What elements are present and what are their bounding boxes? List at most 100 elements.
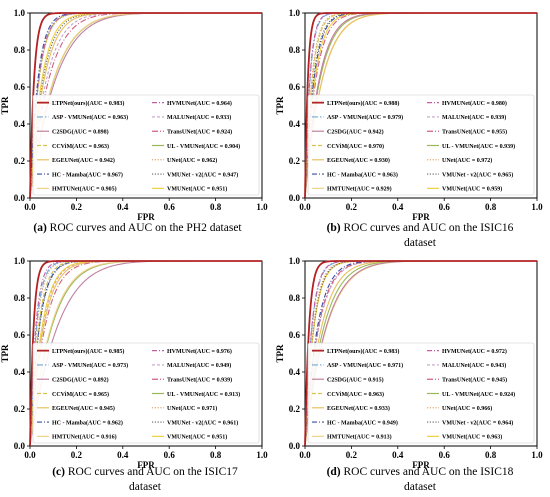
roc-curve-hcmamba: [29, 12, 262, 199]
legend-entry: HMTUNet(AUC = 0.929): [327, 186, 392, 193]
x-tick-label: 1.0: [256, 202, 268, 212]
roc-curve-ltpnet: [304, 260, 537, 447]
roc-curve-ltpnet: [29, 12, 262, 199]
y-tick-label: 0.4: [289, 367, 301, 377]
legend-entry: TransUNet(AUC = 0.924): [167, 129, 232, 136]
caption-c: (c) ROC curves and AUC on the ISIC17 dat…: [15, 465, 275, 495]
legend-entry: UL - VMUNet(AUC = 0.913): [167, 391, 240, 398]
caption-letter: (b): [326, 222, 341, 234]
legend-entry: MALUNet(AUC = 0.939): [442, 114, 506, 121]
legend-entry: ASP - VMUNet(AUC = 0.979): [327, 114, 403, 121]
x-tick-label: 0.6: [164, 450, 176, 460]
y-tick-label: 0.2: [289, 156, 301, 166]
legend-entry: TransUNet(AUC = 0.955): [442, 129, 507, 136]
legend-entry: EGEUNet(AUC = 0.933): [327, 405, 390, 412]
legend-entry: EGEUNet(AUC = 0.942): [52, 157, 115, 164]
y-tick-label: 0.6: [14, 82, 26, 92]
y-tick-label: 0.0: [14, 441, 26, 451]
x-axis-label: FPR: [412, 212, 430, 220]
legend-box: [32, 94, 260, 196]
caption-letter: (c): [52, 466, 65, 478]
legend-entry: C2SDG(AUC = 0.892): [52, 377, 109, 384]
x-axis-label: FPR: [137, 460, 155, 468]
x-tick-label: 0.4: [392, 202, 404, 212]
legend-entry: HMTUNet(AUC = 0.905): [52, 186, 117, 193]
legend-entry: VMUNet - v2(AUC = 0.965): [442, 171, 513, 178]
legend: LTPNet(ours)(AUC = 0.983) ASP - VMUNet(AU…: [32, 94, 260, 196]
caption-b: (b) ROC curves and AUC on the ISIC16 dat…: [290, 221, 550, 251]
caption-text-line2: dataset: [404, 481, 436, 493]
x-tick-label: 0.6: [439, 202, 451, 212]
legend-entry: C2SDG(AUC = 0.915): [327, 377, 384, 384]
y-tick-label: 0.2: [14, 404, 26, 414]
legend-box: [32, 342, 260, 444]
y-tick-label: 1.0: [289, 256, 301, 266]
legend-entry: HC - Mamba(AUC = 0.963): [327, 171, 398, 178]
y-tick-label: 1.0: [14, 256, 26, 266]
legend: LTPNet(ours)(AUC = 0.988) ASP - VMUNet(AU…: [307, 94, 535, 196]
x-tick-label: 0.2: [346, 450, 358, 460]
legend-entry: LTPNet(ours)(AUC = 0.983): [327, 348, 399, 355]
legend-entry: C2SDG(AUC = 0.942): [327, 129, 384, 136]
legend-entry: UNet(AUC = 0.962): [167, 157, 217, 164]
caption-d: (d) ROC curves and AUC on the ISIC18 dat…: [290, 465, 550, 495]
legend-entry: VMUNet(AUC = 0.951): [167, 186, 227, 193]
y-axis-label: TPR: [0, 96, 10, 115]
x-tick-label: 1.0: [531, 450, 543, 460]
x-tick-label: 0.2: [71, 450, 83, 460]
x-tick-label: 0.8: [210, 450, 222, 460]
legend-entry: VMUNet - v2(AUC = 0.947): [167, 171, 238, 178]
roc-chart-isic17: 0.0 0.2 0.4 0.6 0.8 1.0 0.0 0.2 0.4 0.6 0.8 1.0 FPR T…: [0, 256, 268, 468]
y-axis-label: TPR: [275, 344, 285, 363]
x-tick-label: 0.0: [299, 202, 311, 212]
roc-chart-ph2: 0.0 0.2 0.4 0.6 0.8 1.0 0.0 0.2 0.4 0.6 0.8 1.0 FPR T…: [0, 8, 268, 220]
caption-text-line2: dataset: [129, 481, 161, 493]
legend-entry: ASP - VMUNet(AUC = 0.963): [52, 114, 128, 121]
legend-entry: VMUNet(AUC = 0.951): [167, 434, 227, 441]
x-tick-label: 0.6: [164, 202, 176, 212]
legend-box: [307, 94, 535, 196]
x-tick-label: 0.4: [117, 450, 129, 460]
caption-text: ROC curves and AUC on the ISIC16: [343, 222, 514, 234]
caption-a: (a) ROC curves and AUC on the PH2 datase…: [0, 221, 275, 236]
legend-entry: MALUNet(AUC = 0.933): [167, 114, 231, 121]
x-tick-label: 0.2: [346, 202, 358, 212]
y-tick-label: 0.6: [289, 82, 301, 92]
legend-entry: EGEUNet(AUC = 0.945): [52, 405, 115, 412]
y-tick-label: 0.2: [289, 404, 301, 414]
y-tick-label: 0.0: [14, 193, 26, 203]
y-tick-label: 0.6: [289, 330, 301, 340]
y-tick-label: 0.6: [14, 330, 26, 340]
y-tick-label: 0.4: [14, 367, 26, 377]
legend-entry: UNet(AUC = 0.966): [442, 405, 492, 412]
legend-entry: HVMUNet(AUC = 0.972): [442, 348, 507, 355]
x-tick-label: 0.8: [210, 202, 222, 212]
legend-entry: HVMUNet(AUC = 0.976): [167, 348, 232, 355]
roc-curve-ltpnet: [29, 260, 262, 447]
legend-entry: LTPNet(ours)(AUC = 0.985): [52, 348, 124, 355]
caption-text-line2: dataset: [404, 237, 436, 249]
legend-entry: VMUNet - v2(AUC = 0.961): [167, 419, 238, 426]
legend-entry: HC - Mamba(AUC = 0.949): [327, 419, 398, 426]
x-tick-label: 0.6: [439, 450, 451, 460]
legend-entry: LTPNet(ours)(AUC = 0.983): [52, 100, 124, 107]
x-tick-label: 0.8: [485, 450, 497, 460]
legend-entry: CCViM(AUC = 0.963): [327, 391, 384, 398]
legend-entry: CCViM(AUC = 0.965): [52, 391, 109, 398]
legend: LTPNet(ours)(AUC = 0.983) ASP - VMUNet(AU…: [307, 342, 535, 444]
x-tick-label: 0.8: [485, 202, 497, 212]
y-tick-label: 0.0: [289, 441, 301, 451]
y-axis-label: TPR: [275, 96, 285, 115]
legend-entry: TransUNet(AUC = 0.939): [167, 377, 232, 384]
x-tick-label: 0.0: [299, 450, 311, 460]
y-tick-label: 0.2: [14, 156, 26, 166]
legend-entry: ASP - VMUNet(AUC = 0.973): [52, 362, 128, 369]
legend-entry: CCViM(AUC = 0.963): [52, 143, 109, 150]
legend-entry: MALUNet(AUC = 0.949): [167, 362, 231, 369]
legend-entry: CCViM(AUC = 0.970): [327, 143, 384, 150]
y-tick-label: 0.4: [14, 119, 26, 129]
y-tick-label: 0.8: [14, 293, 26, 303]
legend-entry: LTPNet(ours)(AUC = 0.988): [327, 100, 399, 107]
legend-entry: UNet(AUC = 0.971): [167, 405, 217, 412]
